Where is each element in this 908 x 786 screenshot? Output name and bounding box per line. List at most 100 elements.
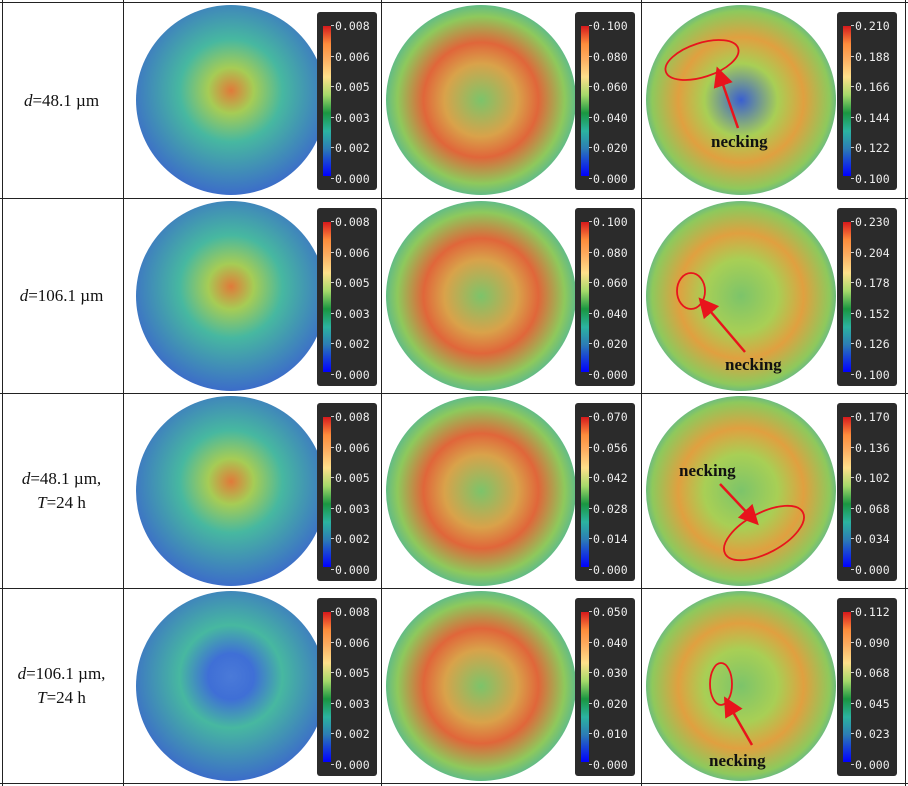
- colorbar: 0.008 0.006 0.005 0.003 0.002 0.000: [317, 12, 377, 190]
- colorbar-tick-label: 0.050: [589, 605, 628, 619]
- strain-contour-disk: [386, 396, 576, 586]
- colorbar-gradient: [581, 417, 589, 567]
- colorbar-tick-label: 0.136: [851, 440, 890, 455]
- colorbar-tick-label: 0.002: [331, 727, 370, 741]
- grid-line: [0, 588, 908, 589]
- grid-line: [0, 2, 908, 3]
- colorbar-tick-label: 0.008: [331, 410, 370, 424]
- colorbar-tick-label: 0.006: [331, 440, 370, 455]
- colorbar-gradient: [323, 417, 331, 567]
- colorbar-tick-label: 0.005: [331, 276, 370, 290]
- colorbar-tick-label: 0.006: [331, 245, 370, 260]
- colorbar-tick-label: 0.166: [851, 80, 890, 94]
- strain-contour-disk: [386, 201, 576, 391]
- colorbar-tick-label: 0.006: [331, 49, 370, 64]
- necking-label: necking: [709, 751, 766, 770]
- colorbar-tick-label: 0.188: [851, 49, 890, 64]
- colorbar-tick-label: 0.008: [331, 605, 370, 619]
- grid-line: [0, 783, 908, 784]
- colorbar-gradient: [323, 222, 331, 372]
- colorbar-tick-label: 0.152: [851, 306, 890, 321]
- colorbar-tick-label: 0.000: [589, 757, 628, 772]
- strain-map-cell: 0.170 0.136 0.102 0.068 0.034 0.000: [642, 394, 904, 588]
- colorbar-tick-label: 0.042: [589, 471, 628, 485]
- colorbar-tick-label: 0.005: [331, 80, 370, 94]
- colorbar-tick-label: 0.112: [851, 605, 890, 619]
- colorbar-tick-label: 0.100: [851, 367, 890, 382]
- colorbar-tick-label: 0.014: [589, 532, 628, 546]
- colorbar-tick-label: 0.008: [331, 215, 370, 229]
- strain-contour-disk: [386, 5, 576, 195]
- grid-line: [2, 0, 3, 786]
- colorbar-gradient: [581, 26, 589, 176]
- colorbar-tick-label: 0.000: [851, 757, 890, 772]
- colorbar-tick-label: 0.023: [851, 727, 890, 741]
- strain-map-cell: 0.112 0.090 0.068 0.045 0.023 0.000: [642, 589, 904, 783]
- colorbar-tick-label: 0.006: [331, 635, 370, 650]
- colorbar: 0.008 0.006 0.005 0.003 0.002 0.000: [317, 598, 377, 776]
- colorbar-tick-label: 0.126: [851, 337, 890, 351]
- row-label-1: d=48.1 µm: [23, 90, 100, 110]
- colorbar-tick-label: 0.002: [331, 141, 370, 155]
- colorbar-gradient: [323, 26, 331, 176]
- strain-contour-disk: [136, 396, 326, 586]
- colorbar-tick-label: 0.034: [851, 532, 890, 546]
- colorbar-tick-label: 0.020: [589, 337, 628, 351]
- colorbar: 0.100 0.080 0.060 0.040 0.020 0.000: [575, 12, 635, 190]
- necking-label: necking: [679, 461, 736, 480]
- colorbar-tick-label: 0.100: [851, 171, 890, 186]
- colorbar: 0.008 0.006 0.005 0.003 0.002 0.000: [317, 208, 377, 386]
- row-label-2: d=106.1 µm: [19, 286, 104, 305]
- colorbar-gradient: [581, 612, 589, 762]
- colorbar-tick-label: 0.002: [331, 337, 370, 351]
- colorbar: 0.210 0.188 0.166 0.144 0.122 0.100: [837, 12, 897, 190]
- colorbar-gradient: [323, 612, 331, 762]
- colorbar-tick-label: 0.005: [331, 666, 370, 680]
- strain-map-cell: 0.100 0.080 0.060 0.040 0.020 0.000: [382, 3, 640, 197]
- strain-map-cell: 0.210 0.188 0.166 0.144 0.122 0.100: [642, 3, 904, 197]
- colorbar-tick-label: 0.210: [851, 19, 890, 33]
- colorbar-tick-label: 0.028: [589, 501, 628, 516]
- necking-label: necking: [711, 132, 768, 151]
- colorbar-tick-label: 0.170: [851, 410, 890, 424]
- colorbar-tick-label: 0.000: [589, 562, 628, 577]
- colorbar-tick-label: 0.003: [331, 306, 370, 321]
- strain-contour-disk: [136, 201, 326, 391]
- colorbar-gradient: [843, 26, 851, 176]
- colorbar-gradient: [843, 417, 851, 567]
- colorbar-tick-label: 0.100: [589, 19, 628, 33]
- colorbar-tick-label: 0.068: [851, 501, 890, 516]
- colorbar-tick-label: 0.080: [589, 245, 628, 260]
- colorbar-tick-label: 0.068: [851, 666, 890, 680]
- colorbar-tick-label: 0.144: [851, 110, 890, 125]
- colorbar-tick-label: 0.045: [851, 696, 890, 711]
- grid-line: [905, 0, 906, 786]
- colorbar-tick-label: 0.003: [331, 696, 370, 711]
- colorbar-tick-label: 0.070: [589, 410, 628, 424]
- colorbar-tick-label: 0.000: [589, 367, 628, 382]
- strain-map-cell: 0.008 0.006 0.005 0.003 0.002 0.000: [124, 3, 382, 197]
- colorbar-tick-label: 0.060: [589, 80, 628, 94]
- strain-map-cell: 0.008 0.006 0.005 0.003 0.002 0.000: [124, 589, 382, 783]
- colorbar-tick-label: 0.000: [851, 562, 890, 577]
- colorbar-tick-label: 0.102: [851, 471, 890, 485]
- strain-contour-disk: [646, 5, 836, 195]
- colorbar-tick-label: 0.060: [589, 276, 628, 290]
- strain-contour-disk: [136, 591, 326, 781]
- strain-contour-disk: [646, 591, 836, 781]
- grid-line: [123, 0, 124, 786]
- colorbar-tick-label: 0.000: [331, 171, 370, 186]
- strain-map-cell: 0.008 0.006 0.005 0.003 0.002 0.000: [124, 199, 382, 393]
- colorbar-tick-label: 0.003: [331, 110, 370, 125]
- colorbar: 0.050 0.040 0.030 0.020 0.010 0.000: [575, 598, 635, 776]
- colorbar: 0.112 0.090 0.068 0.045 0.023 0.000: [837, 598, 897, 776]
- colorbar-tick-label: 0.040: [589, 306, 628, 321]
- colorbar-tick-label: 0.020: [589, 696, 628, 711]
- colorbar-tick-label: 0.002: [331, 532, 370, 546]
- strain-contour-disk: [386, 591, 576, 781]
- colorbar: 0.100 0.080 0.060 0.040 0.020 0.000: [575, 208, 635, 386]
- colorbar-tick-label: 0.090: [851, 635, 890, 650]
- colorbar-gradient: [581, 222, 589, 372]
- grid-line: [641, 0, 642, 786]
- colorbar-gradient: [843, 222, 851, 372]
